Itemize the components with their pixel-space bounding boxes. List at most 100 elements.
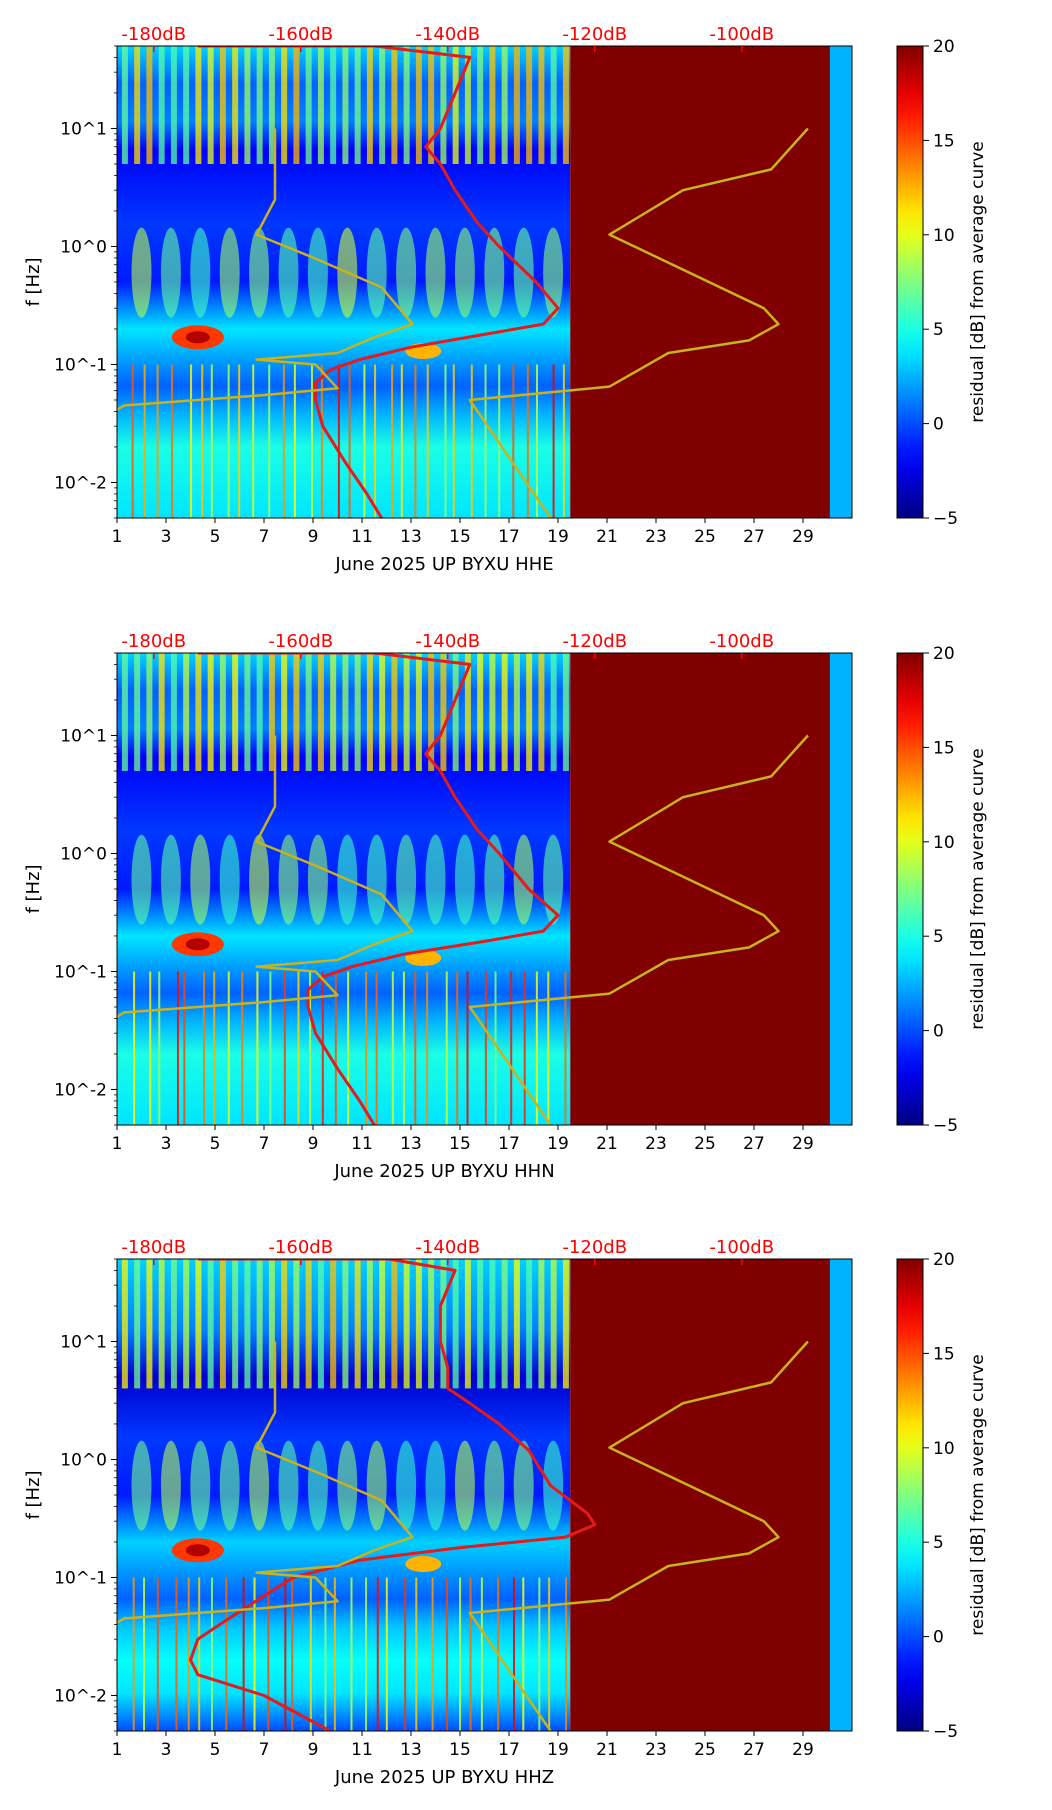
streak (268, 46, 275, 164)
plume (249, 1440, 270, 1531)
spike (564, 971, 567, 1125)
spike (391, 364, 394, 518)
colorbar-tick-label: 15 (933, 1344, 955, 1364)
spike (320, 364, 323, 518)
streak (146, 653, 153, 771)
plume (484, 227, 505, 318)
spike (415, 1577, 418, 1731)
x-tick-label: 25 (694, 1740, 716, 1760)
x-tick-label: 9 (308, 1740, 319, 1760)
colorbar (896, 1258, 924, 1732)
streak (195, 1259, 202, 1389)
streak (354, 46, 361, 164)
plume (396, 227, 417, 318)
plume (366, 227, 387, 318)
spike (484, 971, 487, 1125)
spike (291, 1577, 294, 1731)
spike (132, 1577, 135, 1731)
y-tick-label: 10^-2 (54, 1686, 107, 1706)
spike (510, 971, 513, 1125)
streak (232, 46, 239, 164)
spike (253, 1577, 256, 1731)
plume (249, 834, 270, 925)
plume (513, 227, 534, 318)
spike (484, 364, 487, 518)
x-axis-label: June 2025 UP BYXU HHZ (334, 1767, 554, 1788)
top-tick-label: -140dB (415, 631, 480, 652)
spike (131, 364, 134, 518)
plot-area (117, 653, 852, 1125)
plume (454, 834, 475, 925)
streak (513, 653, 520, 771)
colorbar-label: residual [dB] from average curve (968, 1354, 988, 1635)
streak (207, 46, 214, 164)
plume (160, 227, 181, 318)
x-tick-label: 21 (596, 527, 618, 547)
y-tick-label: 10^-1 (54, 355, 107, 375)
streak (305, 653, 312, 771)
x-tick-label: 19 (547, 1134, 569, 1154)
streak (170, 653, 177, 771)
spike (190, 364, 193, 518)
y-tick-label: 10^-2 (54, 473, 107, 493)
spike (337, 364, 340, 518)
streak (452, 653, 459, 771)
spike (242, 1577, 245, 1731)
colorbar-tick-label: −5 (933, 509, 958, 529)
streak (489, 653, 496, 771)
streak (268, 1259, 275, 1389)
data-gap (570, 1259, 830, 1731)
spike (385, 1577, 388, 1731)
streak (415, 653, 422, 771)
spike (523, 971, 526, 1125)
plume (219, 227, 240, 318)
plume (278, 1440, 299, 1531)
spectrogram-spikes (133, 971, 567, 1125)
spike (267, 1577, 270, 1731)
y-tick-label: 10^1 (60, 119, 107, 139)
y-axis-label: f [Hz] (23, 1470, 44, 1519)
top-tick-label: -120dB (562, 24, 627, 45)
top-tick-label: -160dB (268, 1237, 333, 1258)
data-gap (570, 46, 830, 518)
streak (415, 1259, 422, 1389)
x-tick-label: 11 (351, 527, 373, 547)
streak (513, 46, 520, 164)
streak (428, 1259, 435, 1389)
y-axis-label: f [Hz] (23, 864, 44, 913)
spectrogram-daily-streaks (121, 653, 569, 771)
plume (160, 1440, 181, 1531)
streak (501, 46, 508, 164)
spike (238, 364, 241, 518)
x-tick-label: 29 (792, 1740, 814, 1760)
streak (158, 46, 165, 164)
x-tick-label: 1 (112, 1134, 123, 1154)
top-tick-label: -120dB (562, 631, 627, 652)
streak (550, 46, 557, 164)
plume (425, 227, 446, 318)
y-tick-label: 10^0 (60, 844, 107, 864)
x-tick-label: 5 (210, 527, 221, 547)
spike (175, 1577, 178, 1731)
colorbar-tick-label: 15 (933, 131, 955, 151)
streak (366, 653, 373, 771)
spike (156, 1577, 159, 1731)
spike (391, 971, 394, 1125)
spike (404, 1577, 407, 1731)
streak (391, 46, 398, 164)
colorbar-tick-label: 10 (933, 833, 955, 853)
streak (403, 653, 410, 771)
spike (198, 1577, 201, 1731)
streak (440, 46, 447, 164)
x-tick-label: 9 (308, 527, 319, 547)
spike (269, 971, 272, 1125)
streak (403, 1259, 410, 1389)
plume (131, 227, 152, 318)
streak (219, 46, 226, 164)
spike (347, 971, 350, 1125)
plot-area (117, 1259, 852, 1731)
spike (283, 971, 286, 1125)
streak (379, 46, 386, 164)
streak (146, 46, 153, 164)
